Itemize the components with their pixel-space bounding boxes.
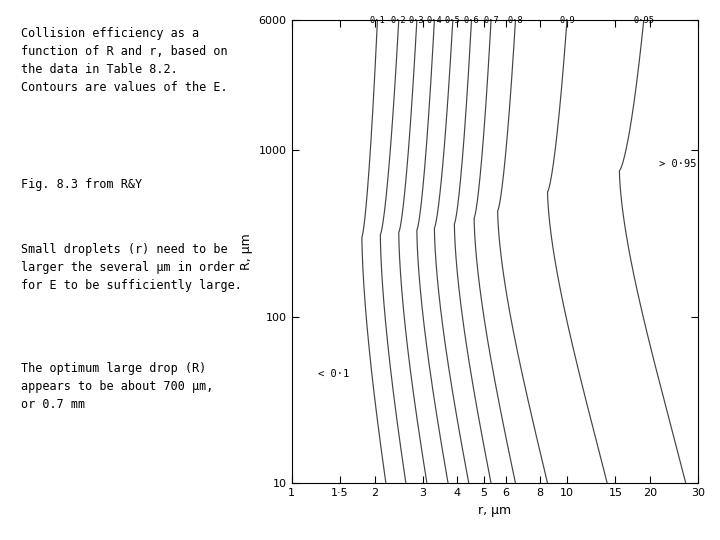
Text: 0·2: 0·2 <box>391 16 407 25</box>
Text: 0·9: 0·9 <box>559 16 575 25</box>
Text: 0·8: 0·8 <box>508 16 523 25</box>
Text: The optimum large drop (R)
appears to be about 700 μm,
or 0.7 mm: The optimum large drop (R) appears to be… <box>21 362 213 411</box>
Text: 0·3: 0·3 <box>409 16 425 25</box>
Text: 0·4: 0·4 <box>426 16 442 25</box>
Text: 0·1: 0·1 <box>369 16 385 25</box>
Text: Collision efficiency as a
function of R and r, based on
the data in Table 8.2.
C: Collision efficiency as a function of R … <box>21 27 228 94</box>
Text: Small droplets (r) need to be
larger the several μm in order
for E to be suffici: Small droplets (r) need to be larger the… <box>21 243 242 292</box>
Text: Fig. 8.3 from R&Y: Fig. 8.3 from R&Y <box>21 178 142 191</box>
Text: > 0·95: > 0·95 <box>659 159 696 169</box>
Text: 0·7: 0·7 <box>483 16 499 25</box>
Text: 0·95: 0·95 <box>634 16 654 25</box>
Text: 0·5: 0·5 <box>445 16 461 25</box>
Text: 0·6: 0·6 <box>464 16 480 25</box>
X-axis label: r, μm: r, μm <box>478 504 512 517</box>
Text: < 0·1: < 0·1 <box>318 369 349 380</box>
Y-axis label: R, μm: R, μm <box>240 233 253 270</box>
